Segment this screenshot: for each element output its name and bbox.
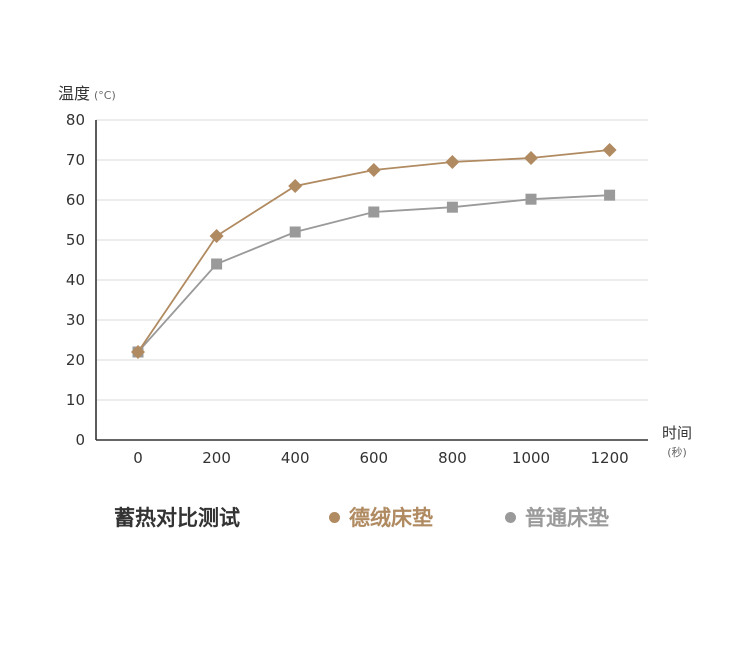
data-point-square — [368, 206, 380, 218]
data-point-square — [211, 258, 223, 270]
y-tick-label: 70 — [66, 151, 85, 169]
y-axis-label: 温度 (°C) — [58, 84, 116, 103]
data-point-square — [525, 193, 537, 205]
series-line-1 — [137, 149, 610, 353]
data-point-diamond — [602, 143, 617, 157]
x-tick-label: 200 — [202, 449, 231, 467]
legend-marker-series-1 — [329, 511, 340, 523]
x-tick-label: 1000 — [512, 449, 550, 467]
y-tick-label: 10 — [66, 391, 85, 409]
data-point-diamond — [288, 179, 303, 193]
y-tick-label: 60 — [66, 191, 85, 209]
data-point-diamond — [445, 155, 460, 169]
series-line-2 — [137, 194, 610, 353]
data-point-diamond — [366, 163, 381, 177]
x-tick-label: 400 — [281, 449, 310, 467]
y-tick-label: 0 — [75, 431, 85, 449]
x-tick-label: 0 — [133, 449, 143, 467]
y-tick-label: 50 — [66, 231, 85, 249]
y-tick-label: 30 — [66, 311, 85, 329]
x-axis-label: 时间 (秒) — [661, 424, 692, 459]
legend-marker-series-2 — [505, 511, 516, 523]
legend: 蓄热对比测试 德绒床垫 普通床垫 — [0, 502, 750, 532]
legend-label-series-1: 德绒床垫 — [349, 506, 433, 530]
chart-title: 蓄热对比测试 — [114, 506, 240, 530]
y-tick-label: 40 — [66, 271, 85, 289]
data-point-square — [446, 201, 458, 213]
data-point-diamond — [524, 151, 538, 165]
data-point-square — [289, 226, 301, 238]
data-point-diamond — [209, 229, 224, 243]
data-point-diamond — [131, 345, 145, 359]
legend-label-series-2: 普通床垫 — [525, 506, 609, 530]
x-tick-label: 800 — [438, 449, 467, 467]
y-tick-label: 20 — [66, 351, 85, 369]
data-point-square — [604, 189, 616, 201]
x-tick-label: 600 — [359, 449, 388, 467]
y-tick-label: 80 — [66, 111, 85, 129]
x-tick-label: 1200 — [591, 449, 629, 467]
legend-item-series-2: 普通床垫 — [505, 502, 609, 532]
legend-item-series-1: 德绒床垫 — [329, 502, 433, 532]
